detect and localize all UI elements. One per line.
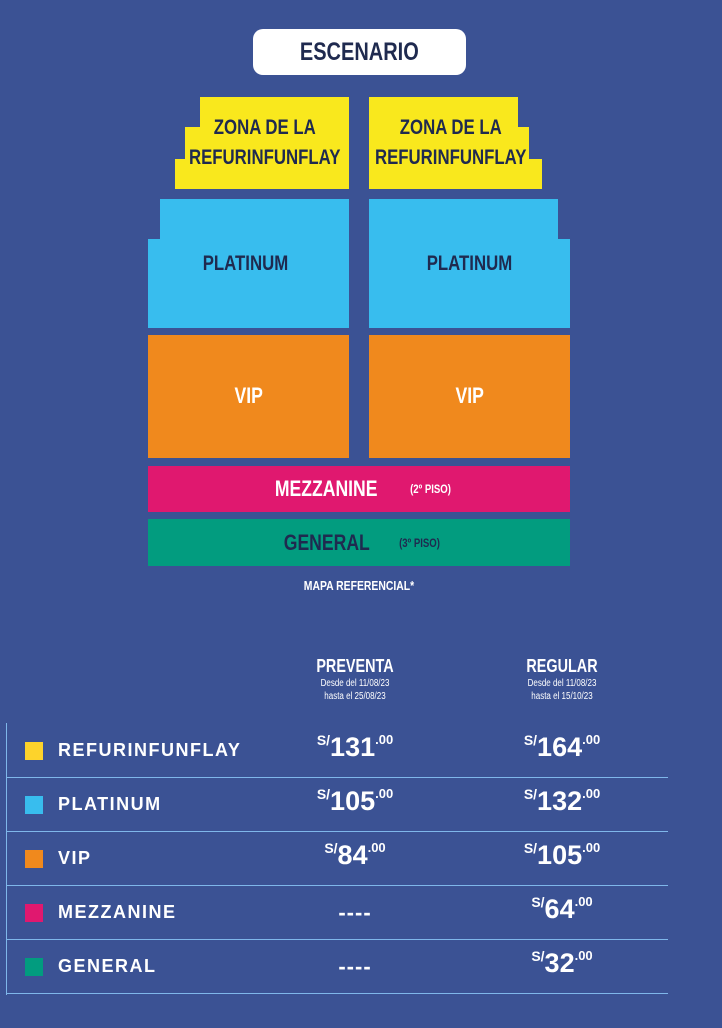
column-header-regular: REGULAR Desde del 11/08/23 hasta el 15/1… — [526, 656, 598, 702]
zone-color-swatch — [25, 904, 43, 922]
zone-vip-left[interactable] — [148, 335, 349, 458]
price-regular: S/64.00 — [531, 894, 593, 924]
price-regular: S/132.00 — [523, 786, 601, 816]
zone-name: GENERAL — [58, 956, 157, 976]
column-header-preventa: PREVENTA Desde del 11/08/23 hasta el 25/… — [316, 656, 394, 702]
zone-label: GENERAL (3º PISO) — [283, 530, 441, 555]
price-preventa: S/84.00 — [324, 840, 386, 870]
zone-label: ZONA DE LA REFURINFUNFLAY — [188, 116, 341, 169]
zone-platinum-left[interactable] — [148, 199, 349, 328]
zone-color-swatch — [25, 850, 43, 868]
zone-name: MEZZANINE — [58, 902, 177, 922]
zone-name: REFURINFUNFLAY — [58, 740, 242, 760]
table-row: VIP S/84.00 S/105.00 — [6, 832, 668, 886]
price-regular: S/32.00 — [531, 948, 593, 978]
table-row: MEZZANINE ---- S/64.00 — [6, 886, 668, 940]
zone-mezzanine[interactable] — [148, 466, 570, 512]
price-preventa: ---- — [338, 900, 372, 925]
table-row: GENERAL ---- S/32.00 — [6, 940, 668, 994]
zone-refurinfunflay-left[interactable] — [175, 97, 349, 189]
seat-map — [148, 97, 570, 566]
price-preventa: S/131.00 — [316, 732, 394, 762]
zone-label: PLATINUM — [202, 252, 288, 275]
table-border — [6, 723, 7, 995]
zone-color-swatch — [25, 796, 43, 814]
price-regular: S/164.00 — [523, 732, 601, 762]
zone-label: MEZZANINE (2º PISO) — [275, 476, 451, 501]
zone-platinum-right[interactable] — [369, 199, 570, 328]
zone-label: PLATINUM — [426, 252, 513, 275]
zone-name: PLATINUM — [58, 794, 162, 814]
zone-label: ZONA DE LA REFURINFUNFLAY — [375, 116, 527, 169]
map-note: MAPA REFERENCIAL* — [303, 578, 415, 593]
zone-general[interactable] — [148, 519, 570, 566]
zone-vip-right[interactable] — [369, 335, 570, 458]
zone-name: VIP — [58, 848, 92, 868]
table-row: REFURINFUNFLAY S/131.00 S/164.00 — [6, 724, 668, 778]
zone-label: VIP — [455, 383, 484, 408]
zone-refurinfunflay-right[interactable] — [369, 97, 542, 189]
table-row: PLATINUM S/105.00 S/132.00 — [6, 778, 668, 832]
zone-label: VIP — [234, 383, 263, 408]
zone-color-swatch — [25, 958, 43, 976]
zone-color-swatch — [25, 742, 43, 760]
stage-label: ESCENARIO — [253, 29, 466, 75]
price-preventa: ---- — [338, 954, 372, 979]
price-preventa: S/105.00 — [316, 786, 394, 816]
price-regular: S/105.00 — [523, 840, 601, 870]
